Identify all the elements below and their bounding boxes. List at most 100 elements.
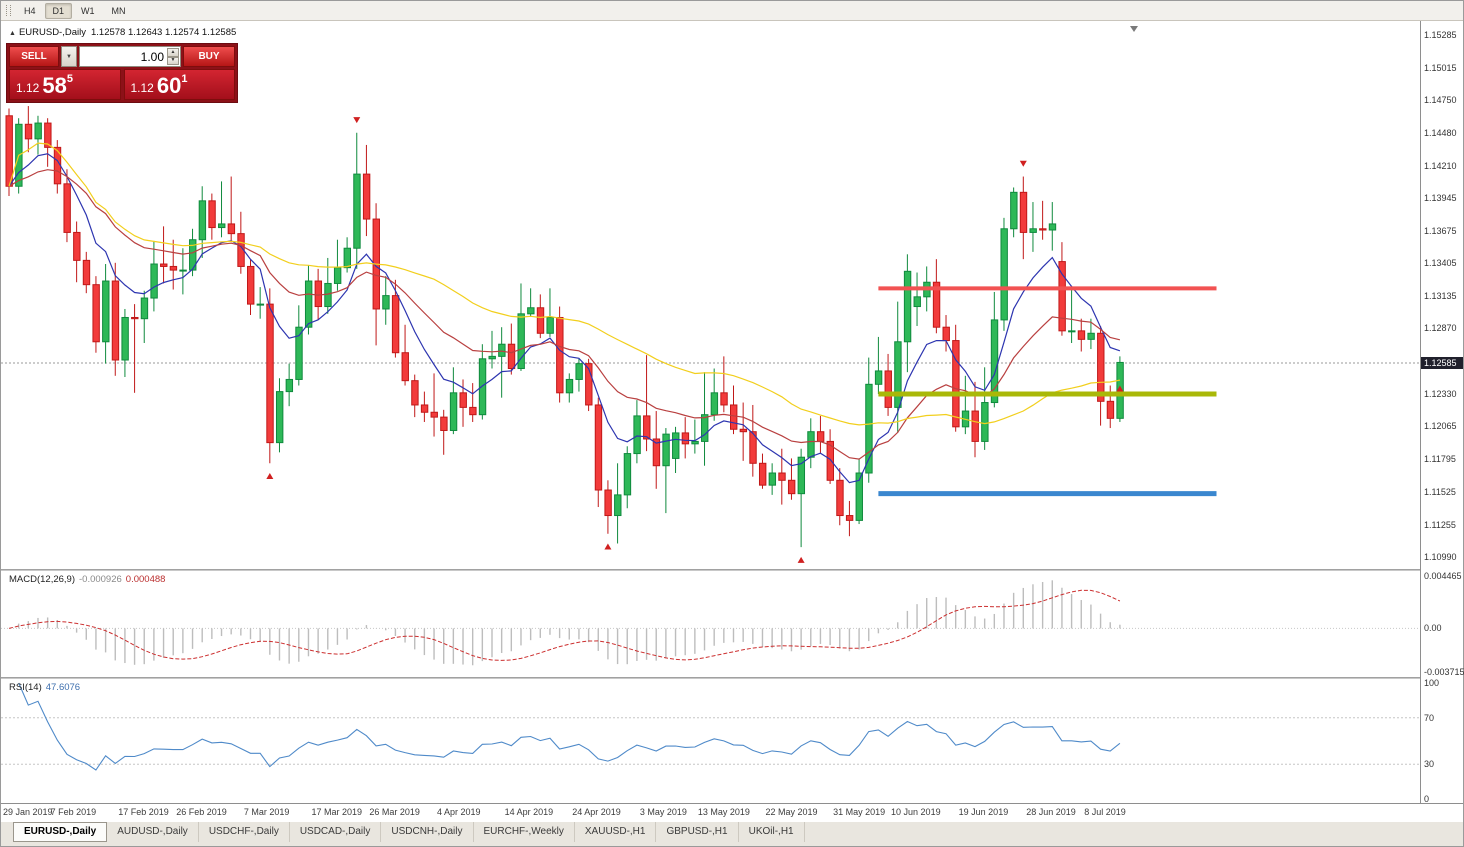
macd-scale-label: -0.003715 <box>1424 667 1464 677</box>
candle <box>498 327 506 398</box>
candle <box>179 248 187 295</box>
price-scale-label: 1.14210 <box>1424 160 1457 171</box>
rsi-pane[interactable]: RSI(14) 47.6076 <box>1 679 1422 803</box>
price-chart-canvas[interactable] <box>1 21 1422 569</box>
candle <box>449 367 458 435</box>
candle <box>527 288 535 317</box>
volume-field-wrap: ▲ ▼ <box>79 46 181 67</box>
date-axis[interactable]: 29 Jan 2019 7 Feb 2019 17 Feb 2019 26 Feb 2… <box>1 803 1463 822</box>
candle <box>913 272 921 326</box>
candle <box>932 259 941 334</box>
timeframe-button-d1[interactable]: D1 <box>44 2 73 19</box>
price-scale-label: 1.11255 <box>1424 519 1456 530</box>
chart-tab-usdcad[interactable]: USDCAD-,Daily <box>290 822 382 842</box>
chart-tab-usdcnh[interactable]: USDCNH-,Daily <box>381 822 474 842</box>
one-click-trade-panel: SELL ▼ ▲ ▼ BUY 1.12 58 5 1.1 <box>7 44 237 102</box>
chart-ohlc-values: 1.12578 1.12643 1.12574 1.12585 <box>90 27 237 38</box>
candle <box>111 262 120 376</box>
candle <box>845 500 854 537</box>
date-axis-label: 17 Mar 2019 <box>311 807 362 817</box>
chart-tab-eurchf[interactable]: EURCHF-,Weekly <box>474 822 575 842</box>
candle <box>604 480 612 534</box>
macd-pane[interactable]: MACD(12,26,9) -0.000926 0.000488 <box>1 571 1422 677</box>
timeframe-button-mn[interactable]: MN <box>111 5 126 16</box>
candle <box>488 330 496 369</box>
ma-sma-45-line <box>8 142 1121 426</box>
toolbar-grip[interactable] <box>6 5 11 16</box>
pane-separator[interactable] <box>1 569 1463 571</box>
candle <box>285 363 294 407</box>
candle <box>865 357 873 483</box>
candle <box>275 378 284 453</box>
chart-tab-ukoil[interactable]: UKOil-,H1 <box>739 822 805 842</box>
date-axis-label: 14 Apr 2019 <box>504 807 554 817</box>
buy-price-base: 1.12 <box>130 81 154 95</box>
chart-tab-xauusd[interactable]: XAUUSD-,H1 <box>575 822 657 842</box>
candle <box>894 301 902 433</box>
chart-symbol-icon: ▲ <box>9 30 16 37</box>
candle <box>797 448 806 548</box>
candle <box>247 259 255 316</box>
candle <box>401 324 409 386</box>
date-axis-label: 13 May 2019 <box>697 807 750 817</box>
candle <box>1039 200 1047 240</box>
date-axis-label: 8 Jul 2019 <box>1084 807 1126 817</box>
order-type-dropdown[interactable]: ▼ <box>61 46 77 67</box>
sell-button[interactable]: SELL <box>9 46 59 67</box>
price-scale[interactable]: 1.15285 1.15015 1.14750 1.14480 1.14210 1.139… <box>1420 21 1464 804</box>
rsi-chart-canvas[interactable] <box>1 679 1422 803</box>
candle <box>816 415 825 454</box>
price-scale-label: 1.11525 <box>1424 486 1456 497</box>
volume-input[interactable] <box>80 48 180 65</box>
candle <box>575 358 583 392</box>
candle <box>92 276 100 353</box>
candle <box>420 391 429 422</box>
macd-signal-value: 0.000488 <box>125 574 166 585</box>
signal-arrow-up-icon <box>604 543 612 550</box>
candle <box>140 290 149 343</box>
candle <box>362 144 371 237</box>
rsi-scale-label: 30 <box>1424 759 1435 770</box>
chart-tab-eurusd[interactable]: EURUSD-,Daily <box>13 822 108 842</box>
candle <box>903 254 912 373</box>
candle <box>701 372 709 466</box>
chart-tab-gbpusd[interactable]: GBPUSD-,H1 <box>656 822 739 842</box>
candle <box>150 240 158 312</box>
candle <box>758 453 767 489</box>
price-pane[interactable] <box>1 21 1422 569</box>
date-axis-label: 3 May 2019 <box>639 807 687 817</box>
candle <box>411 374 419 418</box>
volume-spinner: ▲ ▼ <box>167 48 179 65</box>
signal-arrow-up-icon <box>266 473 274 480</box>
candle <box>556 306 564 403</box>
candle <box>227 176 236 243</box>
timeframe-button-w1[interactable]: W1 <box>81 5 95 16</box>
candle <box>304 265 313 335</box>
volume-increase-button[interactable]: ▲ <box>167 48 179 57</box>
candle <box>594 397 603 508</box>
sell-price-pips: 58 <box>42 73 67 99</box>
price-scale-label: 1.13675 <box>1424 225 1457 236</box>
candle <box>749 404 757 477</box>
candle <box>430 373 438 437</box>
signal-arrow-down-icon <box>353 117 361 124</box>
chart-tab-usdchf[interactable]: USDCHF-,Daily <box>199 822 290 842</box>
chart-shift-marker[interactable] <box>1130 26 1138 32</box>
buy-price-display[interactable]: 1.12 60 1 <box>123 69 235 100</box>
date-axis-label: 22 May 2019 <box>765 807 818 817</box>
pane-separator[interactable] <box>1 677 1463 679</box>
macd-chart-canvas[interactable] <box>1 571 1422 677</box>
candle <box>160 226 168 284</box>
sell-price-pipette: 5 <box>66 73 73 85</box>
candle <box>324 257 332 314</box>
candle <box>961 375 970 435</box>
buy-button[interactable]: BUY <box>183 46 235 67</box>
sell-price-display[interactable]: 1.12 58 5 <box>9 69 121 100</box>
date-axis-label: 24 Apr 2019 <box>572 807 621 817</box>
price-scale-label: 1.10990 <box>1424 551 1457 562</box>
candle <box>295 305 303 386</box>
chart-tab-audusd[interactable]: AUDUSD-,Daily <box>107 822 199 842</box>
volume-decrease-button[interactable]: ▼ <box>167 56 179 65</box>
timeframe-button-h4[interactable]: H4 <box>24 5 36 16</box>
